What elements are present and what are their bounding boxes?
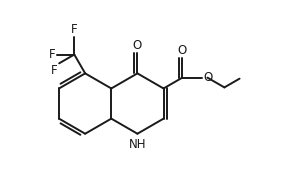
Text: F: F: [49, 48, 56, 61]
Text: O: O: [203, 71, 213, 84]
Text: O: O: [133, 39, 142, 52]
Text: NH: NH: [129, 138, 147, 151]
Text: O: O: [178, 44, 187, 57]
Text: F: F: [71, 23, 78, 36]
Text: F: F: [51, 64, 58, 77]
